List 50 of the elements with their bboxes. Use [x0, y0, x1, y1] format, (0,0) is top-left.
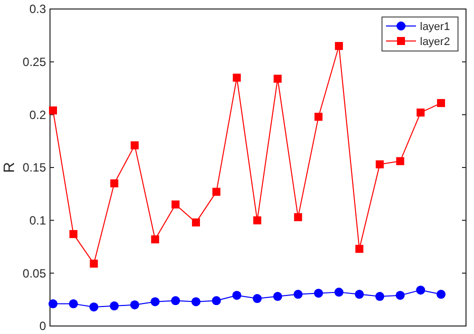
point: [355, 244, 364, 253]
point: [90, 260, 98, 268]
point: [294, 213, 302, 222]
point: [274, 74, 282, 83]
point: [130, 300, 140, 310]
point: [273, 292, 282, 301]
point: [294, 290, 303, 299]
point: [192, 218, 200, 226]
point: [69, 230, 78, 238]
y-tick-label: 0.05: [22, 266, 46, 280]
point: [232, 290, 242, 300]
point: [212, 296, 221, 306]
y-tick-label: 0.25: [22, 55, 46, 70]
point: [416, 108, 425, 117]
point: [437, 99, 446, 108]
point: [436, 290, 446, 299]
point: [172, 200, 180, 208]
point: [68, 299, 78, 308]
point: [253, 216, 262, 224]
y-axis-title: R: [1, 162, 18, 173]
point: [110, 301, 119, 310]
point: [232, 74, 241, 82]
point: [151, 235, 160, 244]
point: [191, 297, 200, 306]
point: [212, 188, 220, 196]
y-tick-label: 0.3: [29, 2, 46, 16]
point: [334, 288, 344, 297]
point: [314, 288, 323, 298]
point: [354, 290, 364, 299]
point: [171, 296, 180, 306]
point: [375, 292, 384, 301]
point: [314, 112, 322, 121]
y-tick-label: 0.2: [29, 108, 46, 122]
legend-label: layer1: [420, 20, 450, 33]
point: [150, 297, 160, 306]
point: [396, 290, 405, 300]
point: [110, 179, 118, 188]
y-tick-label: 0: [39, 319, 46, 334]
point: [252, 294, 262, 304]
point: [130, 141, 139, 150]
point: [376, 160, 384, 168]
point: [396, 157, 404, 166]
point: [49, 106, 57, 114]
point: [48, 299, 58, 308]
y-tick-label: 0.1: [29, 214, 46, 228]
point: [89, 302, 98, 312]
legend-label: layer2: [420, 36, 450, 48]
y-tick-label: 0.15: [22, 160, 46, 175]
point: [334, 42, 343, 50]
point: [416, 286, 426, 295]
